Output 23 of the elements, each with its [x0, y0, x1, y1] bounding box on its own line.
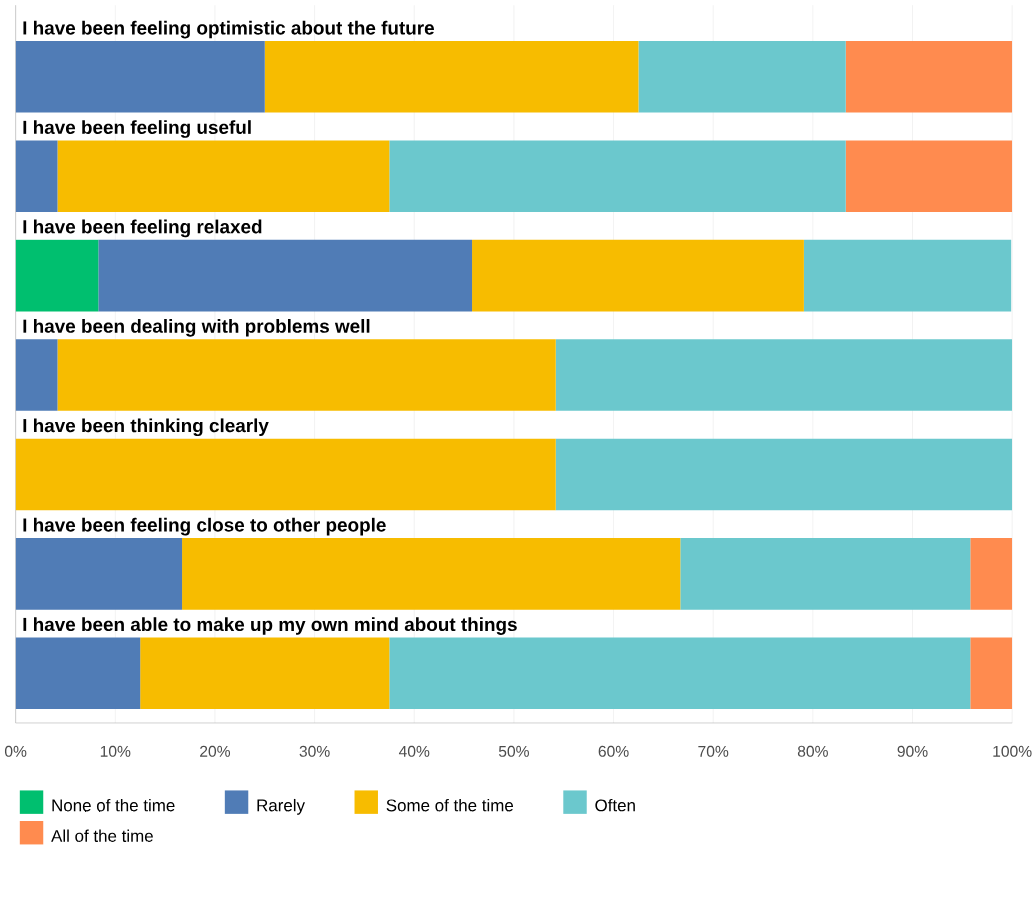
x-tick-label: 40% [398, 746, 430, 758]
legend-label: None of the time [52, 799, 175, 812]
x-tick-label: 60% [598, 746, 629, 758]
y-tick-label: I have been dealing with problems well [23, 319, 370, 337]
x-tick-label: 30% [299, 746, 330, 758]
legend-label: Some of the time [386, 799, 514, 812]
y-tick-label: I have been able to make up my own mind about things [23, 617, 517, 636]
y-tick-label: I have been feeling optimistic about the future [23, 20, 434, 39]
x-tick-label: 100% [993, 746, 1032, 758]
x-tick-label: 90% [897, 746, 928, 758]
legend-label: Rarely [257, 799, 305, 815]
y-tick-label: I have been feeling close to other people [23, 518, 386, 536]
x-tick-label: 70% [698, 746, 729, 758]
x-tick-label: 50% [498, 746, 529, 758]
legend-label: All of the time [51, 829, 153, 843]
x-tick-label: 20% [200, 746, 231, 758]
y-tick-label: I have been feeling useful [23, 120, 251, 139]
x-tick-label: 10% [100, 746, 131, 758]
legend-label: Often [595, 799, 635, 812]
y-tick-label: I have been feeling relaxed [23, 219, 262, 238]
x-tick-label: 80% [797, 746, 828, 758]
x-tick-label: 0% [4, 746, 27, 758]
y-tick-label: I have been thinking clearly [23, 418, 269, 437]
